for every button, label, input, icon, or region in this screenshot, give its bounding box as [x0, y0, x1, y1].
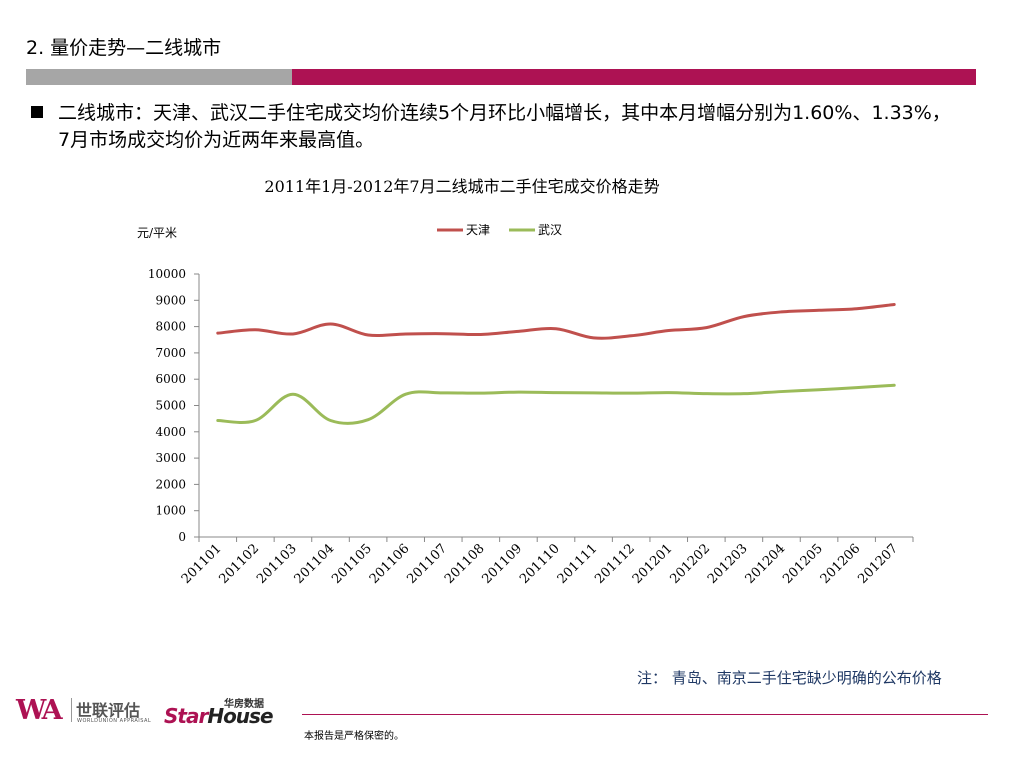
wa-logo-mark: WA — [16, 695, 63, 726]
x-tick-label: 201104 — [292, 541, 338, 587]
starhouse-logo-cn: 华房数据 — [224, 699, 264, 710]
y-tick-label: 10000 — [148, 267, 186, 281]
x-tick-label: 201101 — [179, 541, 225, 587]
bullet-square-icon — [31, 106, 43, 118]
x-tick-label: 201203 — [705, 541, 751, 587]
y-tick-label: 7000 — [155, 346, 186, 360]
x-tick-label: 201207 — [855, 541, 901, 587]
x-tick-label: 201206 — [818, 541, 864, 587]
confidential-notice: 本报告是严格保密的。 — [304, 731, 404, 742]
x-tick-label: 201202 — [667, 541, 713, 587]
y-tick-label: 2000 — [155, 477, 186, 491]
x-tick-label: 201107 — [404, 541, 450, 587]
logo-divider — [71, 698, 72, 722]
x-tick-label: 201109 — [480, 541, 526, 587]
wa-logo-cn: 世联评估 — [76, 701, 141, 720]
x-tick-label: 201111 — [555, 541, 601, 587]
x-tick-label: 201108 — [442, 541, 488, 587]
x-tick-label: 201106 — [367, 541, 413, 587]
wa-logo-en: WORLDUNION APPRAISAL — [77, 718, 152, 724]
legend-label: 武汉 — [538, 223, 562, 237]
chart-title: 2011年1月-2012年7月二线城市二手住宅成交价格走势 — [264, 177, 659, 196]
y-tick-label: 4000 — [155, 425, 186, 439]
slide-title: 2. 量价走势—二线城市 — [26, 37, 222, 59]
y-tick-label: 5000 — [155, 399, 186, 413]
x-tick-label: 201201 — [630, 541, 676, 587]
footnote: 注： 青岛、南京二手住宅缺少明确的公布价格 — [637, 669, 942, 687]
x-tick-label: 201205 — [780, 541, 826, 587]
series-line-1 — [216, 303, 896, 340]
x-tick-label: 201110 — [517, 541, 563, 587]
y-tick-label: 0 — [178, 530, 186, 544]
starhouse-logo-text: StarHouse — [164, 704, 274, 728]
y-tick-label: 8000 — [155, 320, 186, 334]
x-tick-label: 201204 — [743, 541, 789, 587]
series-line-2 — [216, 383, 896, 425]
x-tick-label: 201102 — [216, 541, 262, 587]
legend-label: 天津 — [466, 223, 490, 237]
x-tick-label: 201112 — [592, 541, 638, 587]
title-underline-grey — [26, 69, 292, 85]
bullet-text: 二线城市：天津、武汉二手住宅成交均价连续5个月环比小幅增长，其中本月增幅分别为1… — [58, 102, 951, 151]
title-underline-accent — [292, 69, 976, 85]
y-tick-label: 3000 — [155, 451, 186, 465]
y-axis-label: 元/平米 — [137, 226, 177, 240]
x-tick-label: 201103 — [254, 541, 300, 587]
y-tick-label: 6000 — [155, 372, 186, 386]
footer-divider — [302, 714, 988, 715]
x-tick-label: 201105 — [329, 541, 375, 587]
y-tick-label: 9000 — [155, 293, 186, 307]
y-tick-label: 1000 — [155, 504, 186, 518]
